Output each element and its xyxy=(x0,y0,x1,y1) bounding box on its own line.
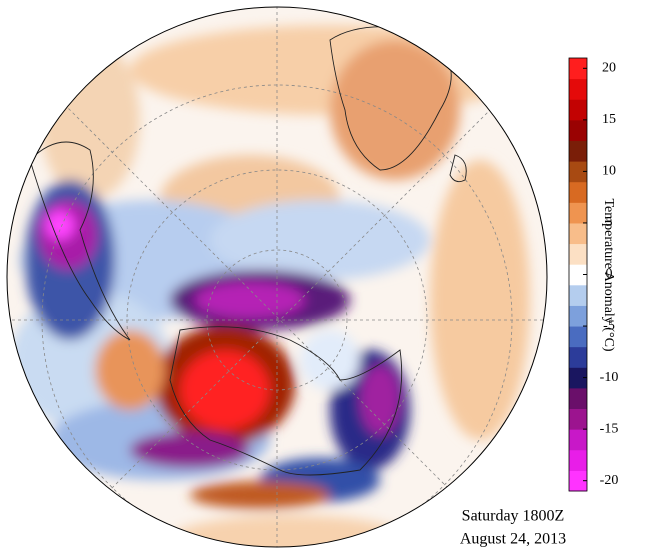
colorbar-segment xyxy=(569,58,587,80)
colorbar-segment xyxy=(569,140,587,162)
colorbar-tick-label: 0 xyxy=(606,267,613,282)
colorbar-segment xyxy=(569,470,587,492)
colorbar-segment xyxy=(569,387,587,410)
colorbar-segment xyxy=(569,367,587,389)
colorbar-segment xyxy=(569,449,587,471)
colorbar-tick-label: -10 xyxy=(600,370,619,385)
colorbar-segment xyxy=(569,222,587,245)
caption-line: Saturday 1800Z xyxy=(462,508,565,525)
colorbar-segment xyxy=(569,243,587,265)
globe xyxy=(7,7,547,547)
colorbar-segment xyxy=(569,161,587,183)
globe-outline xyxy=(6,6,548,548)
colorbar: 20 15 10 5 0 -5 -10 -15 -20 xyxy=(568,57,619,492)
colorbar-tick-label: 20 xyxy=(602,61,616,76)
colorbar-tick-label: -5 xyxy=(603,318,615,333)
colorbar-segment xyxy=(569,346,587,368)
colorbar-segment xyxy=(569,408,587,430)
colorbar-tick-label: -15 xyxy=(600,421,619,436)
colorbar-tick-label: 10 xyxy=(602,164,616,179)
colorbar-tick-label: 15 xyxy=(602,112,616,127)
colorbar-segment xyxy=(569,99,587,121)
colorbar-label: Temperature Anomaly (°C) xyxy=(601,198,616,351)
colorbar-segment xyxy=(569,181,587,203)
colorbar-segment xyxy=(569,305,587,327)
colorbar-segment xyxy=(569,264,587,286)
colorbar-segment xyxy=(569,326,587,348)
colorbar-segment xyxy=(569,429,587,451)
colorbar-segment xyxy=(569,78,587,100)
colorbar-segment xyxy=(569,119,587,141)
colorbar-segment xyxy=(569,284,587,306)
caption-line: August 24, 2013 xyxy=(460,531,566,548)
colorbar-tick-label: -20 xyxy=(600,473,619,488)
colorbar-segment xyxy=(569,202,587,224)
colorbar-tick-label: 5 xyxy=(606,215,613,230)
